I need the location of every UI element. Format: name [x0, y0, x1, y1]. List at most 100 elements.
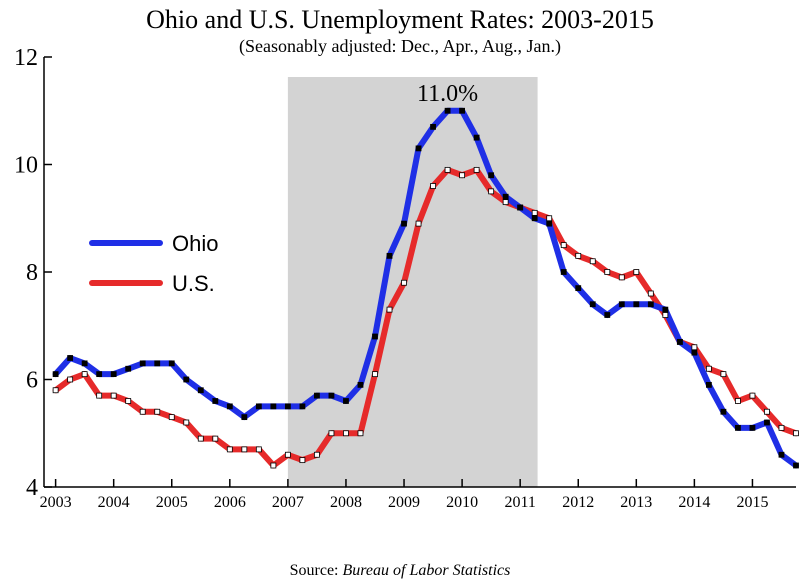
data-point-ohio	[212, 398, 219, 404]
y-tick-label: 6	[26, 368, 38, 394]
data-point-us	[212, 435, 219, 442]
legend: Ohio U.S.	[89, 231, 218, 296]
data-point-us	[764, 408, 770, 415]
chart-subtitle: (Seasonably adjusted: Dec., Apr., Aug., …	[239, 36, 561, 57]
data-point-us	[357, 430, 364, 437]
data-point-ohio	[793, 462, 799, 469]
axes	[43, 56, 796, 488]
data-point-ohio	[154, 360, 161, 367]
x-tick-label: 2004	[98, 494, 130, 511]
y-tick-label: 4	[26, 475, 38, 501]
peak-annotation: 11.0%	[417, 81, 478, 107]
data-point-us	[96, 392, 103, 399]
data-point-ohio	[691, 349, 698, 356]
x-tick-label: 2003	[40, 494, 72, 511]
data-point-us	[575, 252, 582, 259]
data-point-ohio	[778, 451, 785, 458]
x-tick-label: 2008	[330, 494, 362, 511]
data-point-ohio	[633, 301, 640, 308]
data-point-us	[183, 419, 190, 426]
data-point-us	[284, 451, 291, 458]
data-point-us	[139, 408, 146, 415]
x-tick-label: 2011	[504, 494, 535, 511]
data-point-us	[343, 430, 349, 437]
y-tick-label: 8	[26, 260, 38, 286]
y-tick-labels: 4 6 8 10 12	[14, 45, 38, 501]
source-name: Bureau of Labor Statistics	[343, 562, 511, 579]
data-point-ohio	[357, 381, 364, 388]
data-point-us	[67, 376, 74, 383]
data-point-us	[720, 371, 727, 378]
data-point-ohio	[96, 371, 103, 378]
data-point-ohio	[139, 360, 146, 367]
x-tick-label: 2009	[388, 494, 420, 511]
data-point-ohio	[255, 403, 262, 410]
data-point-us	[662, 312, 669, 318]
shaded-period	[287, 77, 538, 487]
data-point-us	[81, 371, 88, 378]
series-markers	[52, 107, 799, 469]
legend-ohio-label: Ohio	[172, 231, 218, 256]
data-point-us	[473, 166, 480, 173]
data-point-ohio	[328, 392, 335, 399]
data-point-us	[488, 188, 495, 195]
data-point-ohio	[735, 424, 741, 431]
data-point-ohio	[531, 215, 538, 222]
data-point-us	[618, 274, 625, 281]
x-tick-labels: 2003 2004 2005 2006 2007 2008 2009 2010 2011 2012…	[40, 494, 769, 511]
data-point-ohio	[676, 338, 683, 345]
data-point-ohio	[575, 285, 582, 292]
data-point-us	[125, 398, 132, 404]
data-point-ohio	[502, 193, 509, 200]
data-point-us	[328, 430, 335, 437]
source-prefix: Source:	[290, 562, 343, 579]
data-point-ohio	[473, 134, 480, 141]
data-point-ohio	[764, 419, 770, 426]
data-point-us	[633, 269, 640, 275]
data-point-us	[386, 306, 393, 313]
data-point-ohio	[284, 403, 291, 410]
data-point-ohio	[197, 387, 204, 394]
data-point-us	[430, 183, 436, 189]
legend-us-label: U.S.	[172, 271, 215, 296]
data-point-ohio	[517, 204, 524, 211]
x-tick-label: 2005	[156, 494, 188, 511]
data-point-ohio	[662, 306, 669, 313]
x-tick-label: 2015	[736, 494, 768, 511]
data-point-ohio	[618, 301, 625, 308]
data-point-ohio	[430, 123, 436, 130]
series-line-ohio	[52, 107, 799, 469]
data-point-ohio	[52, 371, 59, 378]
data-point-us	[546, 215, 553, 222]
data-point-us	[401, 279, 407, 286]
data-point-us	[314, 451, 320, 458]
data-point-ohio	[401, 220, 407, 227]
x-tick-label: 2014	[678, 494, 710, 511]
data-point-ohio	[343, 398, 349, 404]
data-point-ohio	[560, 269, 567, 275]
data-point-us	[444, 166, 451, 173]
y-tick-label: 12	[14, 45, 38, 71]
data-point-us	[154, 408, 161, 415]
data-point-us	[793, 430, 799, 437]
data-point-us	[604, 269, 611, 275]
data-point-us	[415, 220, 422, 227]
data-point-ohio	[81, 360, 88, 367]
data-point-ohio	[589, 301, 596, 308]
data-point-us	[531, 209, 538, 216]
data-point-us	[197, 435, 204, 442]
data-point-ohio	[226, 403, 233, 410]
data-point-ohio	[270, 403, 277, 410]
chart-title: Ohio and U.S. Unemployment Rates: 2003-2…	[146, 5, 654, 34]
data-point-us	[691, 344, 698, 351]
data-point-us	[749, 392, 756, 399]
data-point-ohio	[299, 403, 306, 410]
data-point-us	[647, 290, 654, 297]
data-point-ohio	[314, 392, 320, 399]
data-point-us	[735, 398, 741, 404]
data-point-us	[168, 414, 175, 421]
data-point-us	[52, 387, 59, 394]
data-point-us	[589, 258, 596, 265]
source-note: Source: Bureau of Labor Statistics	[290, 562, 511, 579]
